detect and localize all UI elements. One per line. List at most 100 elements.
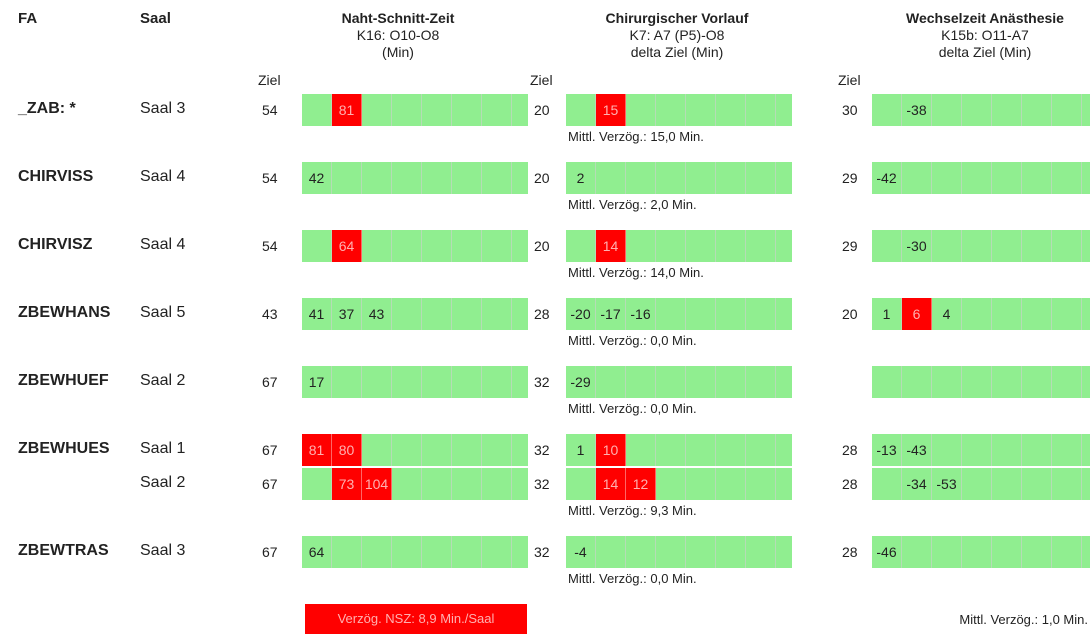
ziel: 29 [842,170,858,186]
cell [716,366,746,398]
cell [686,298,716,330]
saal: Saal 4 [140,168,186,185]
saal: Saal 4 [140,236,186,253]
cell-group: -4 [566,536,792,568]
cell [746,536,776,568]
cell: -13 [872,434,902,466]
cell [716,468,746,500]
cell [962,94,992,126]
ziel: 28 [534,306,550,322]
cell-group: -46 [872,536,1090,568]
cell [902,536,932,568]
fa: _ZAB: * [18,100,76,117]
mittl: Mittl. Verzög.: 2,0 Min. [568,197,697,212]
cell [686,468,716,500]
cell [452,162,482,194]
cell [872,366,902,398]
cell: 73 [332,468,362,500]
cell [626,366,656,398]
cell [902,366,932,398]
cell [776,366,792,398]
ziel-label: Ziel [838,72,861,88]
mittl: Mittl. Verzög.: 0,0 Min. [568,401,697,416]
cell-group: -13 -43 [872,434,1090,466]
cell: 41 [302,298,332,330]
cell [1082,434,1090,466]
cell [422,230,452,262]
cell [626,162,656,194]
ziel: 28 [842,442,858,458]
cell [362,230,392,262]
cell [482,434,512,466]
cell [392,94,422,126]
cell [452,94,482,126]
cell-group: -30 [872,230,1090,262]
cell [872,230,902,262]
cell [566,468,596,500]
ziel-label: Ziel [530,72,553,88]
cell [512,468,528,500]
cell [392,162,422,194]
cell: 2 [566,162,596,194]
cell [1082,162,1090,194]
mittl: Mittl. Verzög.: 0,0 Min. [568,571,697,586]
cell: -34 [902,468,932,500]
cell: 64 [332,230,362,262]
cell [422,468,452,500]
group-header: Wechselzeit Anästhesie K15b: O11-A7 delta … [855,10,1090,61]
cell: 1 [872,298,902,330]
cell [776,536,792,568]
cell [1082,298,1090,330]
cell-group: 41 37 43 [302,298,528,330]
cell: 14 [596,468,626,500]
cell [656,298,686,330]
group-title: Naht-Schnitt-Zeit [341,10,455,26]
cell: 10 [596,434,626,466]
cell: 64 [302,536,332,568]
cell-group: -38 [872,94,1090,126]
cell-group: -34 -53 [872,468,1090,500]
cell [362,536,392,568]
mittl: Mittl. Verzög.: 0,0 Min. [568,333,697,348]
cell [452,536,482,568]
cell [716,94,746,126]
cell: 6 [902,298,932,330]
cell [452,366,482,398]
cell: -4 [566,536,596,568]
cell [686,94,716,126]
cell [1052,366,1082,398]
cell [686,162,716,194]
cell [716,162,746,194]
cell [656,162,686,194]
cell: 81 [332,94,362,126]
cell: 104 [362,468,392,500]
cell [776,298,792,330]
fa: ZBEWHUES [18,440,110,457]
cell [1022,434,1052,466]
cell [626,434,656,466]
ziel: 20 [842,306,858,322]
cell-group: 42 [302,162,528,194]
cell [482,230,512,262]
cell: 4 [932,298,962,330]
group-title: Chirurgischer Vorlauf [605,10,749,26]
cell [512,94,528,126]
cell [746,230,776,262]
cell [992,94,1022,126]
cell [992,230,1022,262]
cell [992,434,1022,466]
cell: -53 [932,468,962,500]
cell: 37 [332,298,362,330]
cell [746,434,776,466]
cell [992,298,1022,330]
cell [512,536,528,568]
saal: Saal 3 [140,100,186,117]
cell [482,468,512,500]
group-subtitle: (Min) [382,44,414,60]
cell [362,94,392,126]
cell [1082,230,1090,262]
cell-group: 17 [302,366,528,398]
cell [482,94,512,126]
cell: 80 [332,434,362,466]
cell [596,366,626,398]
